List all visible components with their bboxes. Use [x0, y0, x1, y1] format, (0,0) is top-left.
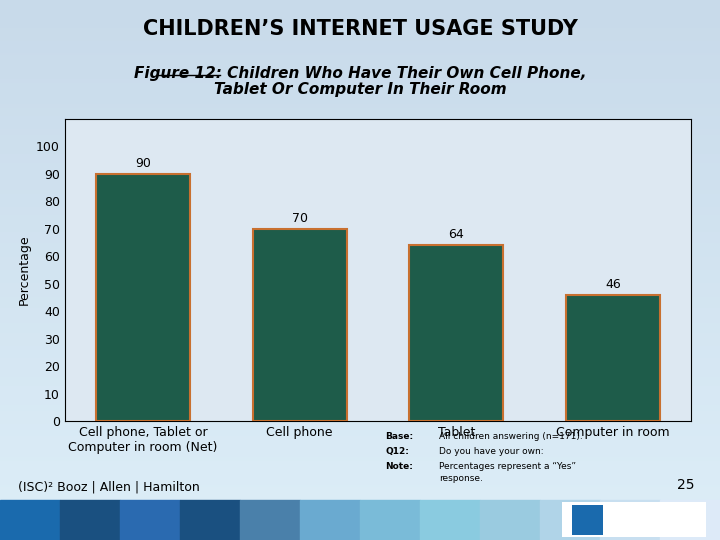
Text: Do you have your own:: Do you have your own:	[439, 447, 544, 456]
Text: response.: response.	[439, 474, 483, 483]
Bar	[253, 229, 346, 421]
Text: (ISC)² Booz | Allen | Hamilton: (ISC)² Booz | Allen | Hamilton	[18, 481, 199, 494]
Text: Note:: Note:	[385, 462, 413, 471]
Text: Base:: Base:	[385, 432, 413, 441]
Text: 25: 25	[678, 478, 695, 492]
Bar	[566, 295, 660, 421]
Y-axis label: Percentage: Percentage	[17, 235, 30, 305]
Text: Tablet Or Computer In Their Room: Tablet Or Computer In Their Room	[214, 82, 506, 97]
Text: 70: 70	[292, 212, 307, 225]
Text: Figure 12: Children Who Have Their Own Cell Phone,: Figure 12: Children Who Have Their Own C…	[134, 66, 586, 81]
Text: 64: 64	[449, 228, 464, 241]
Text: Percentages represent a “Yes”: Percentages represent a “Yes”	[439, 462, 576, 471]
Text: All children answering (n=171).: All children answering (n=171).	[439, 432, 583, 441]
Bar	[96, 174, 190, 421]
Text: Q12:: Q12:	[385, 447, 409, 456]
Bar	[409, 245, 503, 421]
Text: CENTER FOR
CYBER SAFETY
AND EDUCATION: CENTER FOR CYBER SAFETY AND EDUCATION	[608, 505, 680, 535]
Text: 90: 90	[135, 157, 151, 170]
Text: CHILDREN’S INTERNET USAGE STUDY: CHILDREN’S INTERNET USAGE STUDY	[143, 19, 577, 39]
Text: 46: 46	[605, 278, 621, 291]
